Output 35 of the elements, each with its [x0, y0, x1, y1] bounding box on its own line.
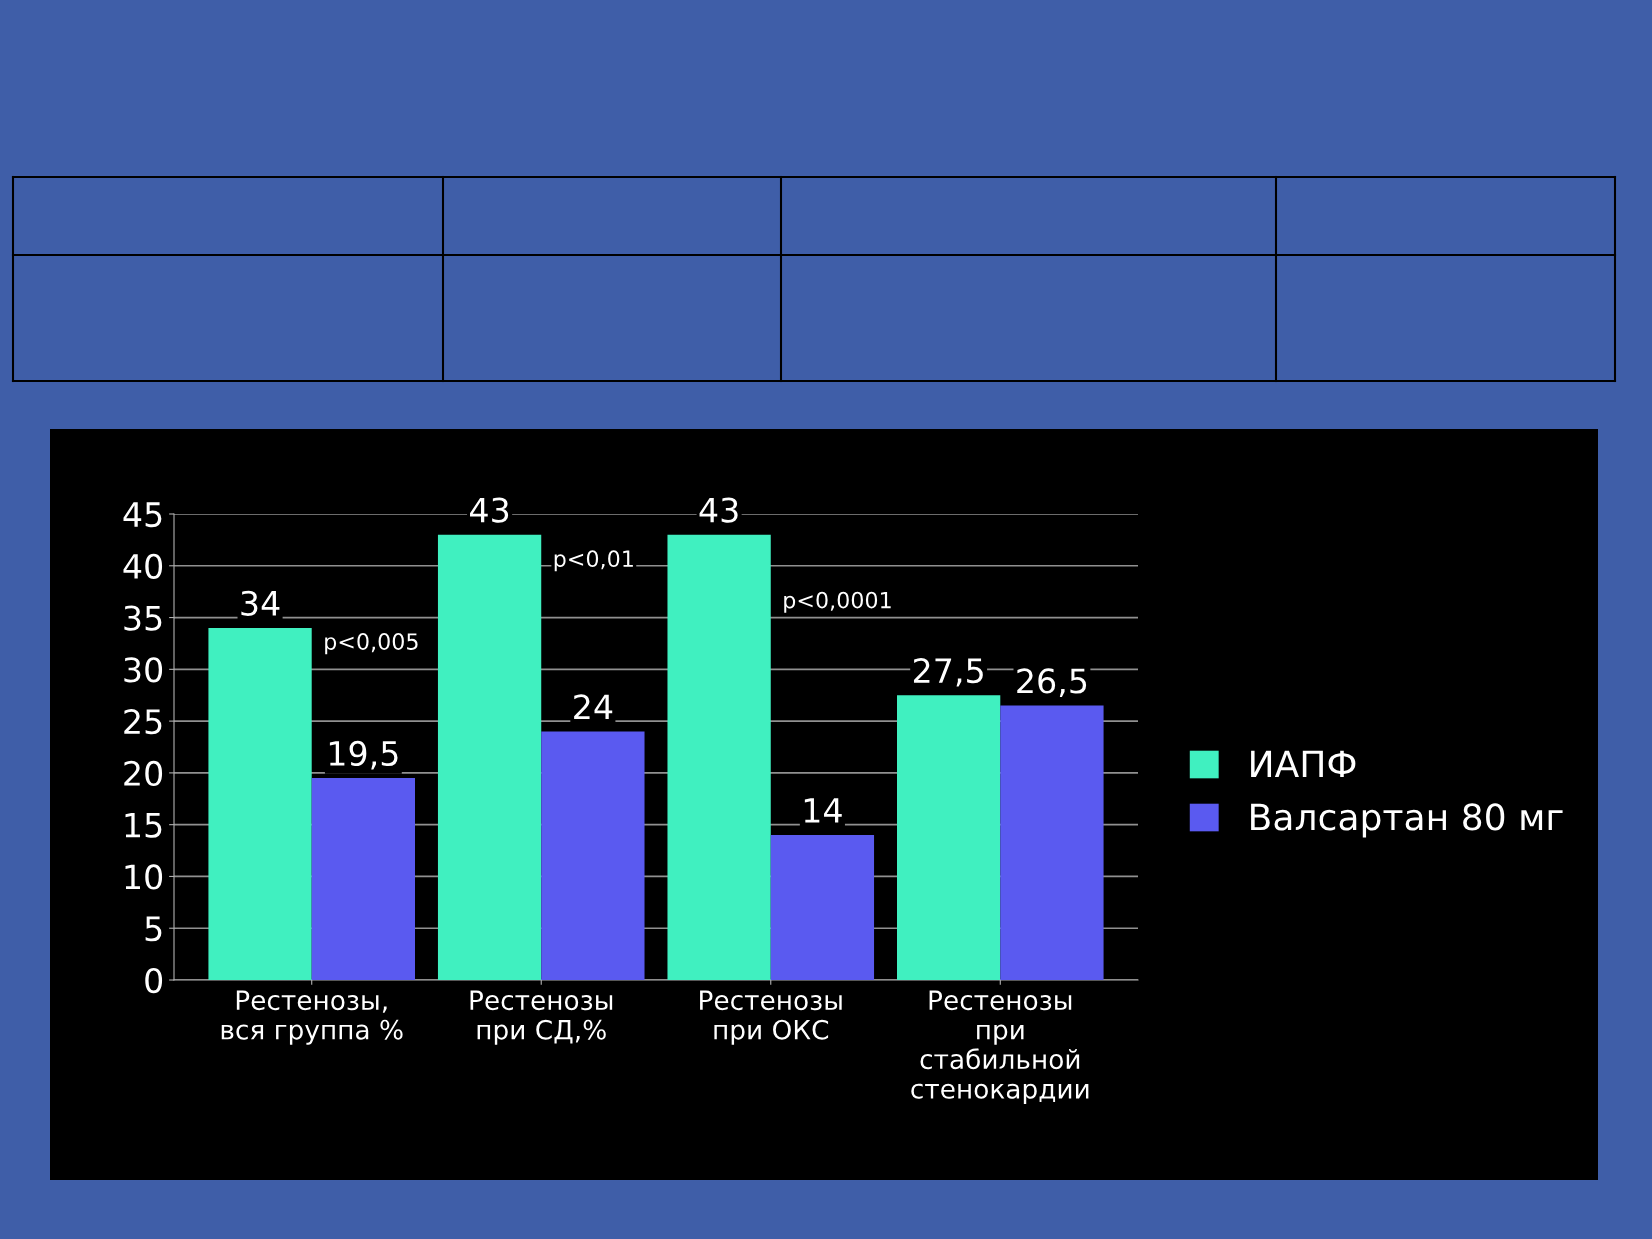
annotation: p<0,005 — [325, 633, 418, 655]
bar — [897, 695, 1001, 980]
bar — [770, 835, 875, 980]
bar — [208, 627, 312, 980]
x-tick-label: Рестенозы при СД,% — [470, 990, 613, 1045]
x-tick-label: Рестенозы при ОКС — [700, 990, 842, 1045]
x-tick-label: Рестенозы при стабильной стенокардии — [911, 990, 1089, 1104]
y-tick-label: 35 — [124, 605, 162, 631]
legend-label: Валсартан 80 мг — [1251, 803, 1563, 838]
y-tick-label: 40 — [123, 553, 163, 579]
y-tick-label: 30 — [124, 657, 163, 683]
y-tick-label: 15 — [125, 813, 162, 838]
legend-label: ИАПФ — [1251, 750, 1356, 778]
annotation: p<0,0001 — [784, 591, 891, 613]
y-tick-label: 5 — [145, 916, 162, 942]
data-label: 19,5 — [329, 740, 398, 770]
data-label: 24 — [574, 694, 613, 719]
bar — [1000, 705, 1104, 980]
bar — [311, 778, 415, 980]
y-tick-label: 10 — [125, 864, 163, 890]
x-tick-label: Рестенозы, вся группа % — [221, 990, 403, 1045]
data-label: 43 — [470, 497, 509, 523]
bar — [541, 731, 645, 980]
y-tick-label: 20 — [124, 760, 163, 787]
data-label: 43 — [699, 497, 738, 523]
bar — [437, 534, 542, 980]
bar — [667, 534, 771, 980]
y-tick-label: 45 — [123, 502, 162, 528]
y-tick-label: 25 — [124, 709, 162, 735]
data-label: 14 — [804, 798, 842, 823]
y-tick-label: 0 — [145, 967, 163, 994]
data-label: 27,5 — [913, 657, 983, 687]
data-label: 34 — [241, 590, 280, 616]
annotation: p<0,01 — [554, 550, 633, 572]
data-label: 26,5 — [1017, 668, 1087, 697]
